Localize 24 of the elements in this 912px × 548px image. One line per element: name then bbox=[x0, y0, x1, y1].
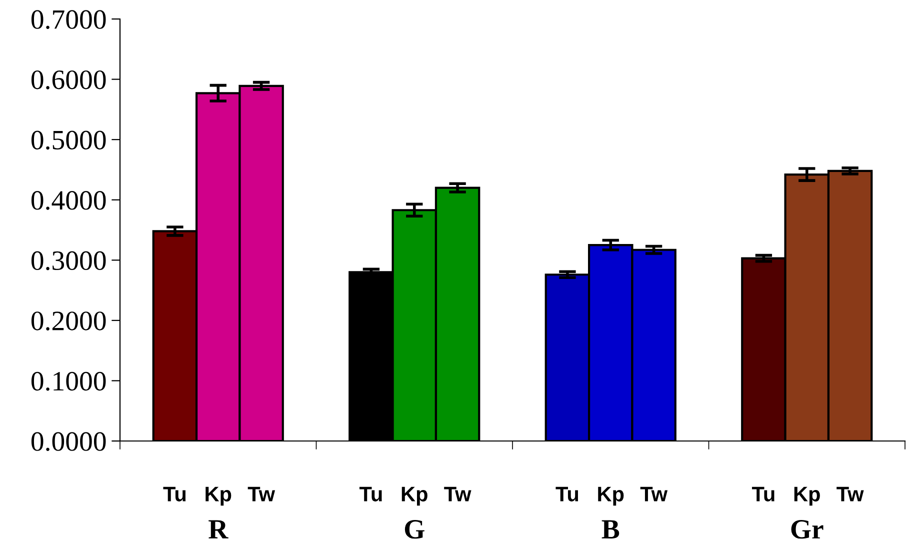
x-tick-label: R bbox=[208, 520, 228, 538]
text: Tw bbox=[836, 486, 864, 502]
text: Tw bbox=[444, 486, 472, 502]
y-tick-label: 0.7000 bbox=[31, 10, 106, 30]
y-tick-label: 0.1000 bbox=[31, 372, 106, 391]
text: Tu bbox=[556, 486, 578, 502]
y-tick-label: 0.2000 bbox=[31, 312, 106, 330]
text: Tu bbox=[163, 486, 186, 502]
text: Kp bbox=[794, 486, 820, 506]
text: Kp bbox=[402, 486, 428, 506]
text: Kp bbox=[206, 486, 232, 506]
y-tick-label: 0.6000 bbox=[31, 70, 106, 90]
text: Tu bbox=[752, 486, 774, 502]
y-tick-label: 0.5000 bbox=[31, 130, 106, 150]
x-tick-label: Gr bbox=[791, 520, 824, 539]
text: Kp bbox=[598, 486, 624, 506]
x-tick-label: G bbox=[404, 520, 424, 539]
x-tick-label: B bbox=[602, 520, 620, 538]
text: Tu bbox=[359, 486, 382, 502]
text: Tw bbox=[248, 486, 276, 502]
y-tick-label: 0.4000 bbox=[31, 191, 106, 210]
y-tick-label: 0.0000 bbox=[31, 432, 106, 452]
text: Tw bbox=[640, 486, 668, 502]
y-tick-label: 0.3000 bbox=[31, 251, 106, 270]
